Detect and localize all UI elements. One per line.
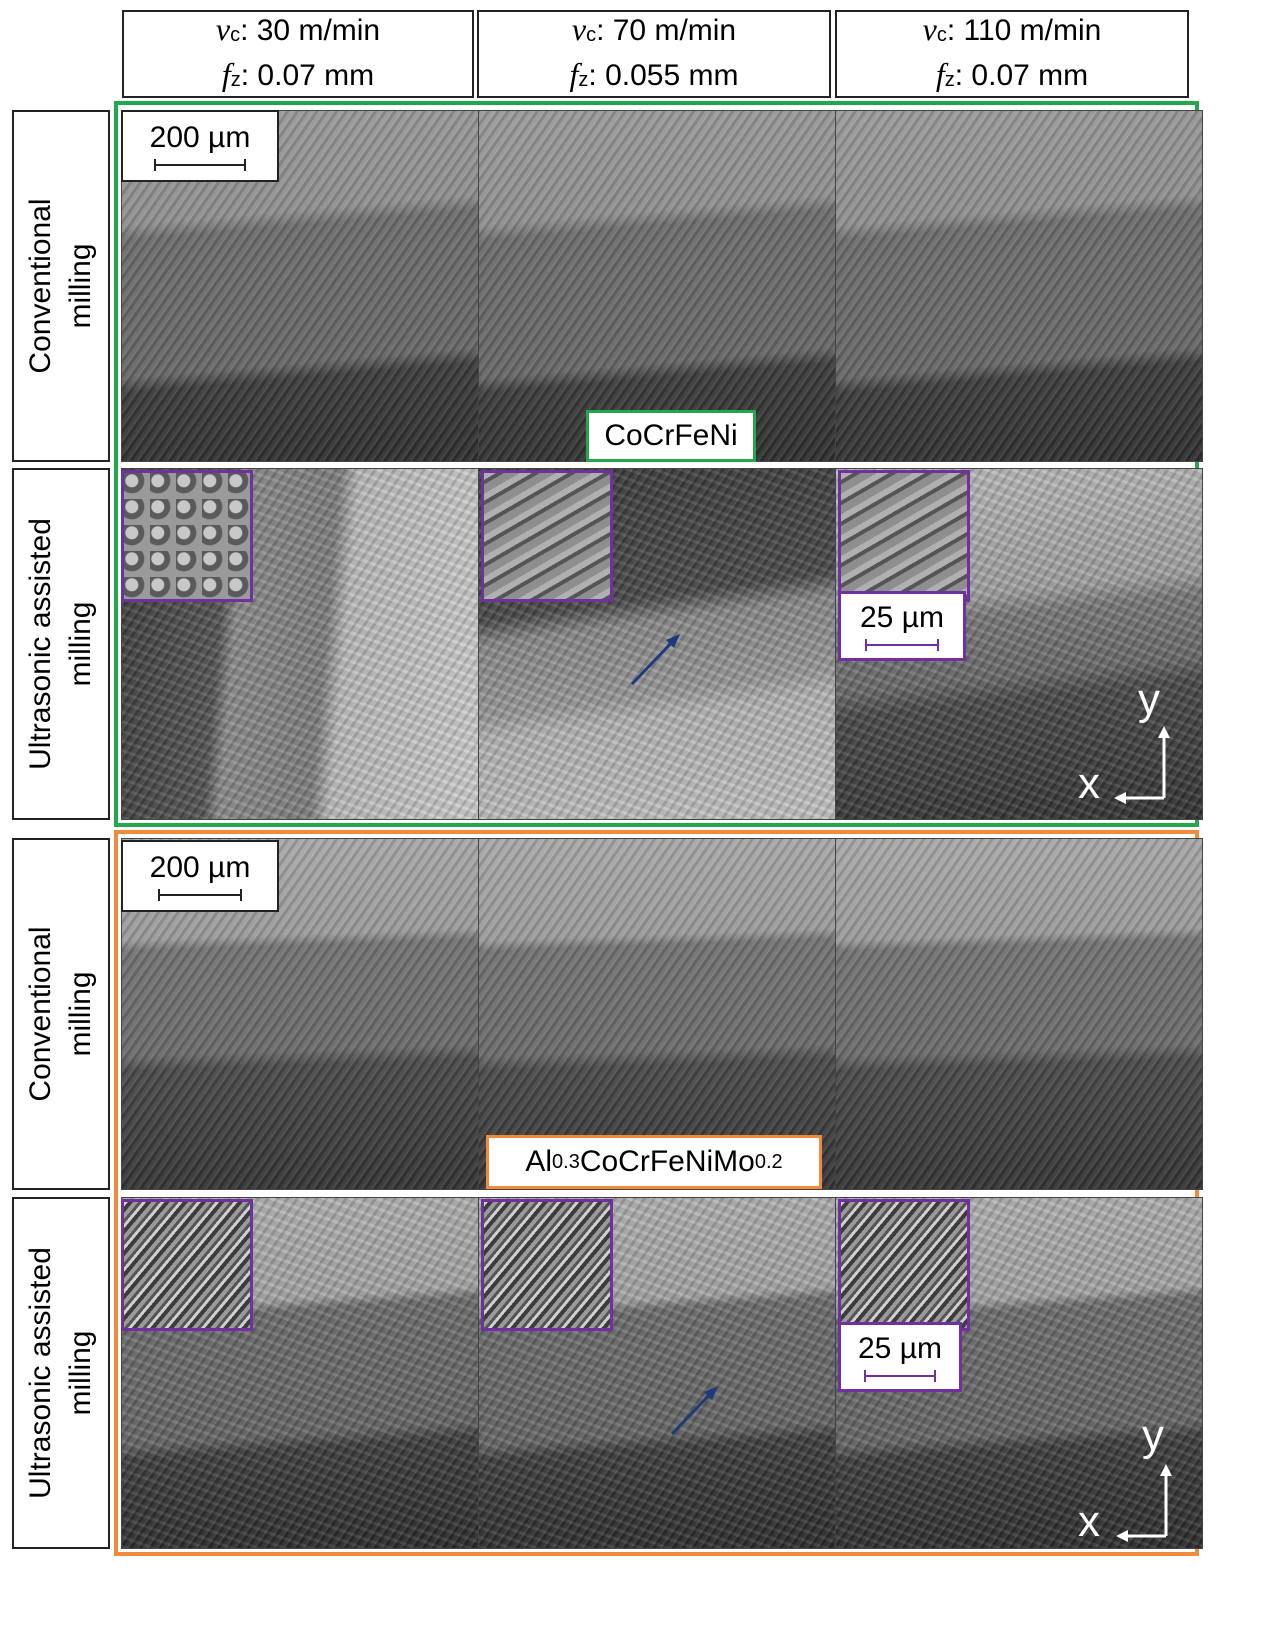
- row-header-4: Ultrasonic assisted milling: [12, 1197, 110, 1549]
- magnified-inset: [838, 1199, 970, 1331]
- inset-scale-bar-box: 25 µm: [838, 1322, 962, 1392]
- feed-per-tooth-label: fz: 0.07 mm: [221, 56, 375, 92]
- scale-bar: [154, 159, 246, 171]
- feed-direction-arrow: [670, 1386, 718, 1436]
- scale-bar-label: 200 µm: [149, 121, 251, 154]
- magnified-inset: [121, 470, 253, 602]
- material-label-alcocrfenimo: Al 0.3 CoCrFeNiMo 0.2: [486, 1135, 822, 1189]
- cutting-speed-label: vc: 70 m/min: [571, 11, 737, 47]
- inset-scale-bar-label: 25 µm: [858, 1332, 942, 1365]
- magnified-inset: [838, 470, 970, 602]
- sem-micrograph: [121, 838, 489, 1190]
- y-axis-label: y: [1142, 1411, 1164, 1460]
- cocrfeni-group-frame: [114, 101, 1199, 827]
- cutting-speed-label: vc: 110 m/min: [922, 11, 1102, 47]
- material-label-cocrfeni: CoCrFeNi: [586, 410, 756, 462]
- sem-micrograph: [121, 468, 489, 820]
- inset-scale-bar: [864, 1370, 936, 1382]
- alcocrfenimo-group-frame: [114, 830, 1199, 1556]
- magnified-inset: [481, 470, 613, 602]
- feed-direction-arrow: [630, 634, 680, 686]
- column-header-1: vc: 30 m/min fz: 0.07 mm: [122, 10, 474, 98]
- scale-bar-box: 200 µm: [121, 840, 279, 912]
- row-header-2: Ultrasonic assisted milling: [12, 468, 110, 820]
- column-header-2: vc: 70 m/min fz: 0.055 mm: [477, 10, 831, 98]
- inset-scale-bar: [865, 639, 939, 651]
- magnified-inset: [121, 1199, 253, 1331]
- inset-scale-bar-box: 25 µm: [838, 591, 966, 661]
- sem-micrograph: [835, 110, 1203, 462]
- scale-bar: [158, 889, 242, 901]
- row-header-1: Conventional milling: [12, 110, 110, 462]
- y-axis-label: y: [1138, 675, 1160, 724]
- magnified-inset: [481, 1199, 613, 1331]
- feed-per-tooth-label: fz: 0.055 mm: [569, 56, 739, 92]
- scale-bar-box: 200 µm: [121, 110, 279, 182]
- axis-indicator: y x: [1078, 1414, 1188, 1544]
- axis-arrows-icon: [1114, 726, 1170, 804]
- row-header-3: Conventional milling: [12, 838, 110, 1190]
- sem-micrograph: [478, 110, 846, 462]
- sem-micrograph: [478, 1197, 846, 1549]
- feed-per-tooth-label: fz: 0.07 mm: [935, 56, 1089, 92]
- axis-indicator: y x: [1078, 678, 1188, 808]
- inset-scale-bar-label: 25 µm: [860, 601, 944, 634]
- cutting-speed-label: vc: 30 m/min: [215, 11, 381, 47]
- scale-bar-label: 200 µm: [149, 851, 251, 884]
- sem-micrograph: [478, 838, 846, 1190]
- axis-arrows-icon: [1116, 1464, 1172, 1542]
- sem-micrograph: [835, 838, 1203, 1190]
- column-header-3: vc: 110 m/min fz: 0.07 mm: [835, 10, 1189, 98]
- x-axis-label: x: [1078, 1497, 1100, 1546]
- x-axis-label: x: [1078, 759, 1100, 808]
